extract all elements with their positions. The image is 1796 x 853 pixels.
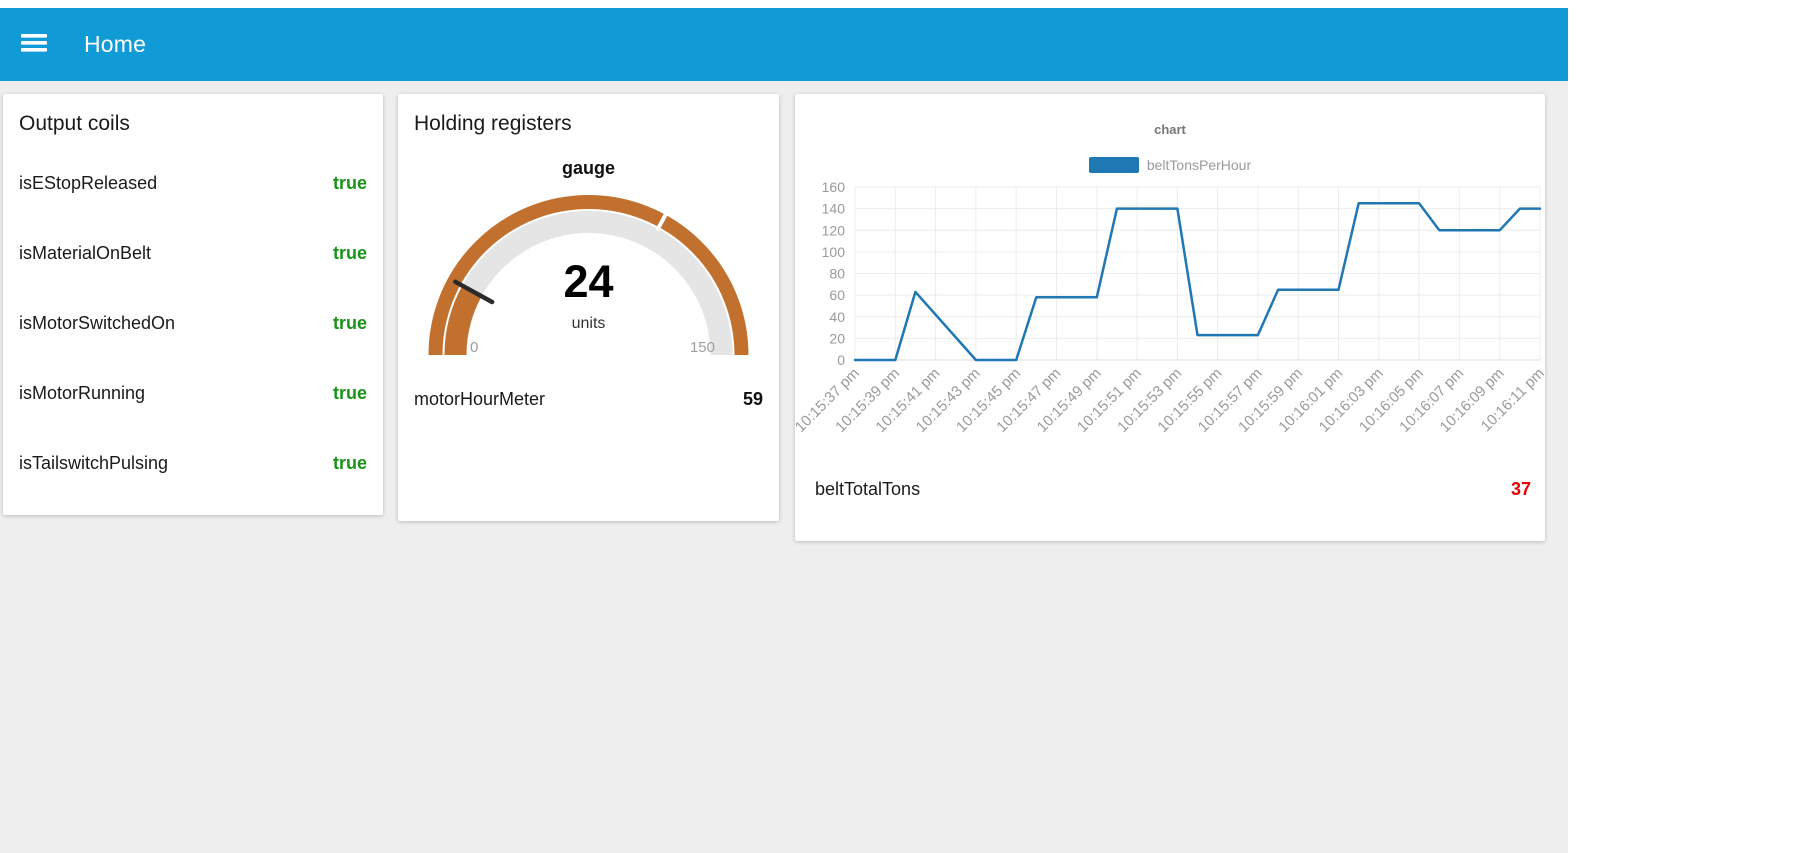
coil-label: isMotorRunning <box>19 382 146 403</box>
coil-value: true <box>332 172 367 193</box>
output-coils-card: Output coils isEStopReleased true isMate… <box>3 94 383 515</box>
meter-value: 59 <box>742 389 763 409</box>
total-value: 37 <box>1510 479 1531 499</box>
gauge-min-label: 0 <box>470 339 479 356</box>
coil-value: true <box>332 312 367 333</box>
coil-value: true <box>332 382 367 403</box>
svg-text:100: 100 <box>822 244 846 260</box>
dashboard-body: Output coils isEStopReleased true isMate… <box>0 81 1568 853</box>
coil-value: true <box>332 242 367 263</box>
svg-text:40: 40 <box>829 309 845 325</box>
holding-registers-card: Holding registers gauge 24 units 0 150 m… <box>398 94 779 521</box>
coil-label: isTailswitchPulsing <box>19 452 169 473</box>
svg-text:160: 160 <box>822 179 846 195</box>
belt-total-tons-row: beltTotalTons 37 <box>795 479 1545 500</box>
svg-text:140: 140 <box>822 201 846 217</box>
coil-label: isMotorSwitchedOn <box>19 312 176 333</box>
total-label: beltTotalTons <box>815 479 921 499</box>
gauge-canvas: 24 units 0 150 <box>414 189 763 361</box>
gauge-widget: gauge 24 units 0 150 <box>414 158 763 361</box>
gauge-max-label: 150 <box>689 339 715 356</box>
gauge-title: gauge <box>561 158 615 178</box>
card-title-output-coils: Output coils <box>19 112 130 135</box>
coil-rows: isEStopReleased true isMaterialOnBelt tr… <box>3 136 383 498</box>
gauge-units: units <box>571 315 606 332</box>
coil-row: isMotorRunning true <box>19 358 367 428</box>
coil-value: true <box>332 452 367 473</box>
hamburger-icon <box>20 32 48 57</box>
svg-text:20: 20 <box>829 330 845 346</box>
gauge-arc <box>428 195 749 356</box>
coil-row: isTailswitchPulsing true <box>19 428 367 498</box>
coil-row: isMaterialOnBelt true <box>19 218 367 288</box>
motor-hour-meter-row: motorHourMeter 59 <box>414 389 763 410</box>
page-title: Home <box>84 31 147 57</box>
chart-card: chart beltTonsPerHour 0 20 40 60 80 100 120 140… <box>795 94 1545 541</box>
coil-label: isMaterialOnBelt <box>19 242 152 263</box>
svg-text:80: 80 <box>829 266 845 282</box>
coil-row: isEStopReleased true <box>19 148 367 218</box>
chart-legend[interactable]: beltTonsPerHour <box>795 157 1545 173</box>
coil-label: isEStopReleased <box>19 172 158 193</box>
svg-text:0: 0 <box>837 352 845 368</box>
legend-label: beltTonsPerHour <box>1146 157 1252 173</box>
svg-text:120: 120 <box>822 222 846 238</box>
svg-text:60: 60 <box>829 287 845 303</box>
gauge-value: 24 <box>563 256 614 307</box>
card-title-holding-registers: Holding registers <box>414 112 572 135</box>
dashboard-app: Home Output coils isEStopReleased true i… <box>0 8 1568 853</box>
menu-button[interactable] <box>12 24 56 65</box>
meter-label: motorHourMeter <box>414 389 546 409</box>
legend-swatch <box>1088 157 1139 173</box>
app-header: Home <box>0 8 1568 81</box>
coil-row: isMotorSwitchedOn true <box>19 288 367 358</box>
chart-title: chart <box>1154 122 1186 137</box>
